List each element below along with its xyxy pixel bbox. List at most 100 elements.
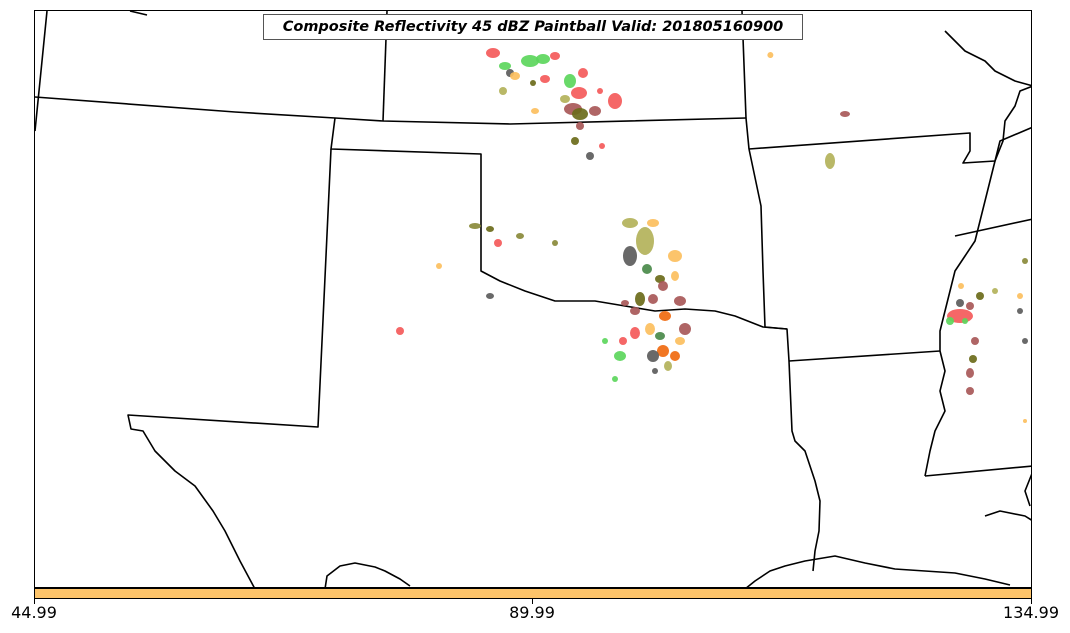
colorbar-tick-max: 134.99 (1003, 603, 1059, 622)
storm-cell (992, 288, 998, 294)
storm-cell (572, 108, 588, 120)
storm-cell (976, 292, 984, 300)
storm-cell (671, 271, 679, 281)
storm-cell (767, 52, 774, 59)
louisiana-boundary (924, 465, 1031, 477)
colorbar-tick-min: 44.99 (11, 603, 57, 622)
storm-cell (602, 338, 608, 344)
storm-cell (840, 111, 850, 117)
ohio-river (944, 30, 1031, 87)
storm-cell (652, 368, 658, 374)
storm-cell (655, 332, 665, 340)
storm-cell (486, 226, 494, 232)
storm-cell (576, 122, 584, 130)
texas-west-boundary (127, 148, 332, 587)
colorado-west-boundary (35, 11, 48, 132)
storm-cell (648, 294, 658, 304)
storm-cell (1017, 308, 1023, 314)
storm-cell (436, 263, 442, 269)
top-edge-fragment (129, 11, 148, 16)
storm-cell (668, 250, 682, 262)
storm-cell (623, 246, 637, 266)
storm-cell (499, 62, 511, 70)
storm-cell (564, 74, 576, 88)
storm-cell (635, 292, 645, 306)
storm-cell (825, 153, 835, 169)
storm-cell (658, 281, 668, 291)
storm-cell (1022, 338, 1028, 344)
map-canvas (35, 11, 1031, 587)
storm-cell (621, 300, 629, 306)
storm-cell (552, 240, 558, 246)
storm-cell (499, 87, 507, 95)
storm-cell (521, 55, 539, 67)
storm-cell (530, 80, 536, 86)
storm-cell (670, 351, 680, 361)
storm-cell (966, 368, 974, 378)
storm-cell (494, 239, 502, 247)
colorbar-tick-mark-mid (532, 599, 533, 604)
storm-cell (655, 275, 665, 283)
storm-cell (636, 227, 654, 255)
colorbar (34, 588, 1032, 599)
storm-cell (469, 223, 481, 229)
storm-cell (679, 323, 691, 335)
state-boundaries (35, 11, 1031, 587)
map-title: Composite Reflectivity 45 dBZ Paintball … (263, 14, 803, 40)
storm-cell (647, 350, 659, 362)
storm-cell (486, 293, 494, 299)
arkansas-south-boundary (788, 350, 941, 362)
kansas-colorado-south-boundary (35, 96, 747, 125)
storm-cell (946, 317, 954, 325)
gulf-coast (746, 555, 1011, 587)
storm-cell (589, 106, 601, 116)
storm-cell (645, 323, 655, 335)
storm-cell (599, 143, 605, 149)
missouri-south-boundary (748, 126, 1031, 164)
storm-cell (560, 95, 570, 103)
kansas-missouri-boundary (741, 11, 750, 150)
storm-cell (966, 387, 974, 395)
colorbar-tick-mark-max (1031, 599, 1032, 604)
storm-cell (396, 327, 404, 335)
colorbar-tick-mid: 89.99 (509, 603, 555, 622)
storm-cell (675, 337, 685, 345)
storm-cell (531, 108, 539, 114)
storm-cell (578, 68, 588, 78)
mississippi-coast-boundary (1024, 473, 1031, 507)
storm-cell (969, 355, 977, 363)
storm-cell (966, 302, 974, 310)
storm-cell (550, 52, 560, 60)
storm-cell (1023, 419, 1027, 423)
coastal-island (984, 510, 1031, 521)
oklahoma-south-boundary (330, 117, 788, 330)
paintball-storm-cells (396, 48, 1028, 423)
storm-cell (958, 283, 964, 289)
storm-cell (486, 48, 500, 58)
storm-cell (630, 327, 640, 339)
storm-cell (664, 361, 672, 371)
storm-cell (971, 337, 979, 345)
storm-cell (642, 264, 652, 274)
storm-cell (657, 345, 669, 357)
texas-coast-south (324, 562, 411, 587)
storm-cell (619, 337, 627, 345)
storm-cell (962, 318, 968, 324)
storm-cell (571, 87, 587, 99)
storm-cell (614, 351, 626, 361)
map-panel (34, 10, 1032, 588)
storm-cell (510, 72, 520, 80)
storm-cell (674, 296, 686, 306)
storm-cell (536, 54, 550, 64)
storm-cell (647, 219, 659, 227)
colorbar-tick-mark-min (34, 599, 35, 604)
storm-cell (516, 233, 524, 239)
storm-cell (608, 93, 622, 109)
storm-cell (1017, 293, 1023, 299)
storm-cell (1022, 258, 1028, 264)
storm-cell (571, 137, 579, 145)
texas-east-boundary (748, 148, 821, 572)
storm-cell (597, 88, 603, 94)
storm-cell (622, 218, 638, 228)
storm-cell (540, 75, 550, 83)
